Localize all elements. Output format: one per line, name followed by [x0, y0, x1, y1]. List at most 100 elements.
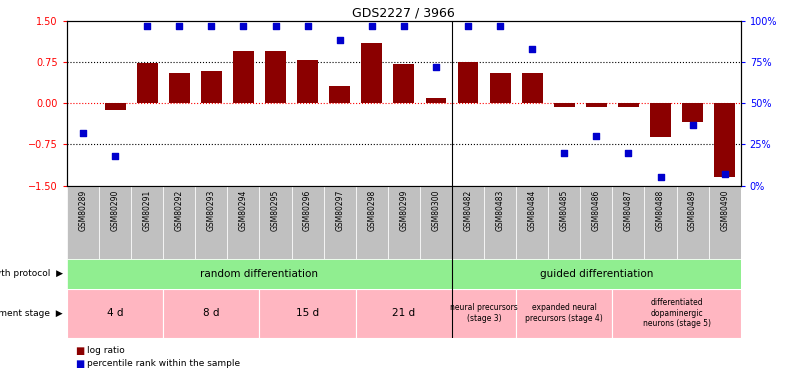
Bar — [201, 71, 221, 103]
Bar — [426, 98, 446, 103]
Bar — [682, 103, 703, 122]
Bar — [259, 289, 355, 338]
Bar — [131, 186, 163, 259]
Point — [686, 122, 699, 128]
Bar — [324, 186, 355, 259]
Bar — [329, 86, 350, 103]
Text: GSM80484: GSM80484 — [528, 189, 537, 231]
Bar — [265, 51, 286, 103]
Bar — [163, 186, 195, 259]
Text: ■: ■ — [75, 359, 84, 369]
Text: differentiated
dopaminergic
neurons (stage 5): differentiated dopaminergic neurons (sta… — [642, 298, 711, 328]
Point — [590, 133, 603, 139]
Text: 21 d: 21 d — [392, 308, 415, 318]
Bar — [67, 289, 163, 338]
Point — [109, 153, 121, 159]
Bar — [586, 103, 607, 107]
Point — [494, 22, 507, 28]
Point — [366, 22, 378, 28]
Point — [397, 22, 410, 28]
Text: GSM80293: GSM80293 — [207, 189, 216, 231]
Point — [237, 22, 250, 28]
Bar — [452, 259, 741, 289]
Text: development stage  ▶: development stage ▶ — [0, 309, 63, 318]
Text: neural precursors
(stage 3): neural precursors (stage 3) — [450, 303, 518, 323]
Text: 8 d: 8 d — [203, 308, 220, 318]
Bar — [297, 60, 318, 103]
Bar — [612, 186, 645, 259]
Text: growth protocol  ▶: growth protocol ▶ — [0, 269, 63, 278]
Text: GSM80291: GSM80291 — [143, 189, 151, 231]
Text: GSM80490: GSM80490 — [720, 189, 729, 231]
Bar — [420, 186, 452, 259]
Bar — [489, 73, 511, 103]
Bar — [618, 103, 639, 107]
Bar — [105, 103, 125, 110]
Point — [558, 150, 571, 156]
Point — [719, 171, 731, 177]
Bar — [484, 186, 516, 259]
Bar — [362, 43, 382, 103]
Point — [269, 22, 282, 28]
Text: GSM80300: GSM80300 — [432, 189, 440, 231]
Text: random differentiation: random differentiation — [200, 269, 318, 279]
Point — [333, 38, 346, 44]
Point — [654, 174, 667, 180]
Point — [173, 22, 185, 28]
Bar — [228, 186, 259, 259]
Bar — [137, 63, 158, 103]
Text: GSM80486: GSM80486 — [592, 189, 600, 231]
Bar — [554, 103, 574, 107]
Title: GDS2227 / 3966: GDS2227 / 3966 — [352, 6, 455, 20]
Bar — [548, 186, 580, 259]
Bar — [612, 289, 741, 338]
Text: GSM80296: GSM80296 — [303, 189, 312, 231]
Bar — [580, 186, 612, 259]
Bar — [67, 186, 99, 259]
Text: 15 d: 15 d — [296, 308, 319, 318]
Point — [205, 22, 217, 28]
Bar — [708, 186, 741, 259]
Bar — [452, 186, 484, 259]
Text: GSM80289: GSM80289 — [79, 189, 87, 231]
Bar — [714, 103, 735, 177]
Text: GSM80297: GSM80297 — [335, 189, 344, 231]
Point — [462, 22, 474, 28]
Point — [141, 22, 154, 28]
Bar — [516, 289, 612, 338]
Text: GSM80488: GSM80488 — [656, 189, 665, 231]
Text: GSM80489: GSM80489 — [688, 189, 697, 231]
Text: GSM80299: GSM80299 — [400, 189, 408, 231]
Point — [76, 130, 89, 136]
Bar — [99, 186, 131, 259]
Text: guided differentiation: guided differentiation — [540, 269, 653, 279]
Text: expanded neural
precursors (stage 4): expanded neural precursors (stage 4) — [526, 303, 603, 323]
Text: GSM80294: GSM80294 — [239, 189, 248, 231]
Bar — [522, 73, 543, 103]
Bar — [677, 186, 708, 259]
Text: GSM80290: GSM80290 — [110, 189, 120, 231]
Bar — [169, 73, 190, 103]
Bar — [195, 186, 228, 259]
Point — [301, 22, 314, 28]
Text: GSM80482: GSM80482 — [463, 189, 473, 231]
Bar — [388, 186, 420, 259]
Point — [526, 46, 538, 52]
Bar — [259, 186, 292, 259]
Bar — [292, 186, 324, 259]
Text: GSM80485: GSM80485 — [559, 189, 569, 231]
Text: log ratio: log ratio — [87, 346, 125, 355]
Bar — [452, 289, 516, 338]
Bar — [516, 186, 548, 259]
Bar — [67, 259, 452, 289]
Text: GSM80487: GSM80487 — [624, 189, 633, 231]
Bar — [355, 186, 388, 259]
Bar — [163, 289, 259, 338]
Text: ■: ■ — [75, 346, 84, 355]
Text: GSM80483: GSM80483 — [496, 189, 504, 231]
Bar — [233, 51, 254, 103]
Bar — [645, 186, 677, 259]
Text: percentile rank within the sample: percentile rank within the sample — [87, 359, 240, 368]
Bar — [355, 289, 452, 338]
Text: 4 d: 4 d — [107, 308, 124, 318]
